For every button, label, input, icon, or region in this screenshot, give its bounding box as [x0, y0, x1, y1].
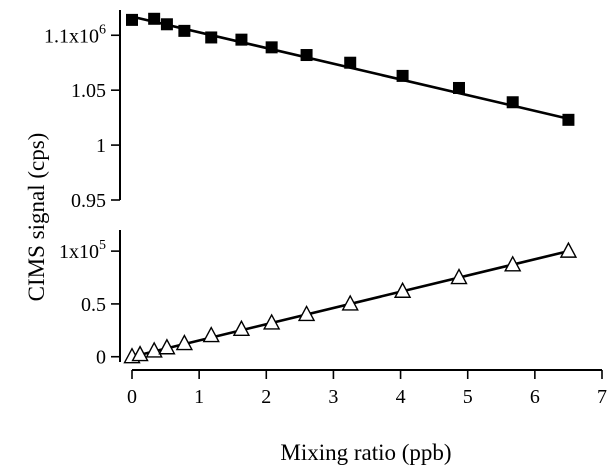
- x-tick-label: 4: [396, 386, 406, 408]
- top-data-point: [235, 33, 248, 46]
- top-data-point: [148, 12, 161, 25]
- bottom-data-point: [393, 281, 412, 298]
- bottom-data-point: [341, 294, 359, 311]
- top-data-point: [562, 113, 575, 126]
- top-y-tick-label: 1: [96, 135, 106, 157]
- bottom-data-point: [559, 241, 578, 258]
- top-data-point: [205, 31, 218, 44]
- bottom-data-point: [232, 319, 251, 336]
- x-tick-label: 7: [597, 386, 607, 408]
- bottom-data-point: [504, 255, 522, 272]
- bottom-data-point: [175, 334, 194, 351]
- top-panel: 0.95 1 1.05 1.1x106: [44, 10, 575, 212]
- top-data-point: [506, 96, 519, 109]
- bottom-data-point: [202, 326, 220, 343]
- bottom-y-tick-label: 0.5: [81, 294, 106, 316]
- top-data-point: [178, 24, 191, 37]
- y-axis-label: CIMS signal (cps): [24, 133, 49, 302]
- top-data-point: [160, 18, 173, 31]
- bottom-data-point: [297, 304, 316, 322]
- bottom-data-point: [158, 338, 176, 355]
- bottom-data-point: [145, 341, 163, 358]
- top-y-tick-label: 1.1x106: [44, 22, 106, 47]
- x-tick-label: 2: [261, 386, 271, 408]
- top-y-tick-label: 1.05: [71, 80, 106, 102]
- top-data-point: [344, 56, 357, 69]
- bottom-panel: 0 0.5 1x105: [59, 230, 578, 369]
- top-y-tick-label: 0.95: [71, 190, 106, 212]
- x-axis: 0 1 2 3 4 5 6 7: [127, 369, 607, 408]
- bottom-data-point: [262, 313, 281, 330]
- x-tick-label: 3: [328, 386, 338, 408]
- top-data-point: [300, 49, 313, 62]
- bottom-data-point: [450, 268, 468, 285]
- top-data-point: [126, 13, 138, 26]
- top-data-point: [396, 69, 409, 82]
- bottom-y-tick-label: 1x105: [59, 238, 106, 263]
- x-tick-label: 5: [463, 386, 473, 408]
- top-data-point: [265, 41, 278, 54]
- x-axis-label: Mixing ratio (ppb): [280, 440, 451, 465]
- x-tick-label: 0: [127, 386, 137, 408]
- x-tick-label: 1: [194, 386, 204, 408]
- x-tick-label: 6: [530, 386, 540, 408]
- top-data-point: [452, 81, 465, 94]
- bottom-y-tick-label: 0: [96, 347, 106, 369]
- bottom-data-point: [131, 345, 149, 362]
